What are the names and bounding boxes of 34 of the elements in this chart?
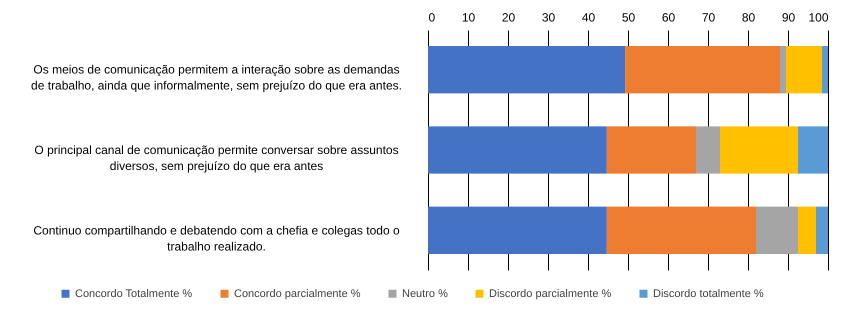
legend-label: Discordo totalmente % [653,288,764,300]
bar [606,126,696,174]
x-tick-label: 20 [502,10,516,24]
x-tick-label: 80 [742,10,756,24]
bar [606,206,756,254]
bar [625,46,780,94]
y-tick-label: Continuo compartilhando e debatendo com a chefia e colegas todo o trabalho realizado. [33,223,400,254]
bar [428,126,607,174]
bar [822,46,828,94]
y-tick-label: Os meios de comunicação permitem a interação sobre as demandas de trabalho, ainda que informalmente, sem prejuízo do que era antes. [31,62,402,93]
x-tick-label: 30 [542,10,556,24]
bar [786,46,822,94]
x-tick-label: 0 [428,10,436,24]
legend-label: Neutro % [402,288,448,300]
bar [816,206,828,254]
bar [780,46,786,94]
x-tick-label: 60 [662,10,676,24]
x-tick-label: 70 [702,10,716,24]
legend-label: Discordo parcialmente % [489,288,612,300]
x-tick-label: 10 [462,10,476,24]
y-tick-label: O principal canal de comunicação permite conversar sobre assuntos diversos, sem prejuízo do que era antes [34,143,399,173]
bar [798,206,816,254]
x-tick-label: 90 [782,10,796,24]
legend-label: Concordo parcialmente % [234,288,361,300]
x-tick-label: 40 [582,10,596,24]
x-tick-label: 100 [808,10,829,24]
x-tick-label: 50 [622,10,636,24]
bar [720,126,798,174]
bar [428,206,607,254]
legend-label: Concordo Totalmente % [75,288,192,300]
bar [756,206,798,254]
bar [696,126,720,174]
bar [428,46,626,94]
bar [798,126,828,174]
